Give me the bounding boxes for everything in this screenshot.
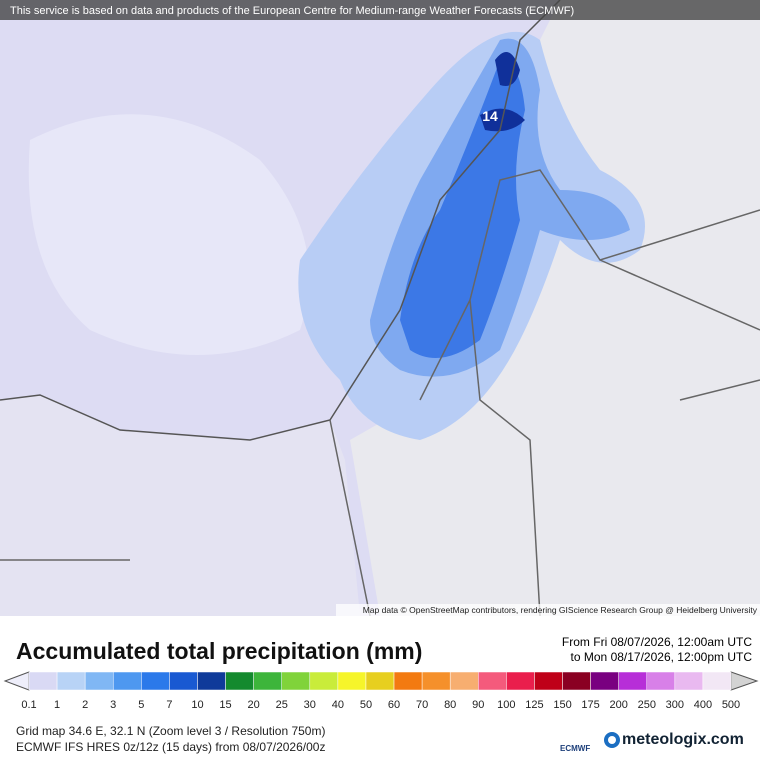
ecmwf-logo: ECMWF	[560, 744, 591, 753]
legend-label: 10	[191, 699, 203, 711]
legend-swatch	[365, 671, 395, 691]
legend-swatch	[646, 671, 676, 691]
legend-label: 15	[219, 699, 231, 711]
attribution-bg	[336, 604, 760, 616]
legend-swatch	[169, 671, 198, 691]
legend-swatch	[674, 671, 704, 691]
legend-swatch	[56, 671, 86, 691]
legend-label: 1	[54, 699, 60, 711]
legend-label: 3	[110, 699, 116, 711]
legend-label: 200	[610, 699, 628, 711]
legend-label: 30	[304, 699, 316, 711]
legend-label: 500	[722, 699, 740, 711]
legend-swatch	[112, 671, 142, 691]
legend-label: 150	[553, 699, 571, 711]
title: Accumulated total precipitation (mm)	[16, 638, 423, 664]
footer-model: ECMWF IFS HRES 0z/12z (15 days) from 08/…	[16, 740, 326, 754]
legend: 0.1 1 2 3 5 7 10 15 20 25 30 40 50 60 70 80 90 100 125 150 1…	[3, 671, 759, 711]
legend-label: 175	[581, 699, 599, 711]
period-to: to Mon 08/17/2026, 12:00pm UTC	[570, 650, 752, 664]
legend-label: 60	[388, 699, 400, 711]
legend-swatch	[309, 671, 339, 691]
borders	[0, 169, 760, 616]
legend-label: 5	[138, 699, 144, 711]
legend-swatch	[562, 671, 591, 691]
notice-bar	[0, 0, 760, 20]
legend-high-arrow	[730, 671, 759, 691]
coastline	[0, 0, 561, 441]
legend-label: 80	[444, 699, 456, 711]
legend-label: 400	[694, 699, 712, 711]
notice: This service is based on data and produc…	[10, 5, 574, 17]
legend-label: 50	[360, 699, 372, 711]
legend-swatch	[702, 671, 732, 691]
legend-label: 7	[166, 699, 172, 711]
precip-max	[480, 52, 525, 132]
brand: meteologix.com	[622, 731, 744, 748]
footer-grid: Grid map 34.6 E, 32.1 N (Zoom level 3 / …	[16, 724, 326, 738]
legend-swatch	[141, 671, 170, 691]
period-from: From Fri 08/07/2026, 12:00am UTC	[561, 635, 752, 649]
legend-label: 300	[666, 699, 684, 711]
legend-label: 20	[248, 699, 260, 711]
precip-heavy	[400, 60, 525, 358]
legend-swatch	[506, 671, 535, 691]
legend-label: 2	[82, 699, 88, 711]
max-label: 14	[482, 108, 498, 124]
legend-swatch	[197, 671, 226, 691]
legend-swatch	[393, 671, 423, 691]
dry-area	[28, 114, 309, 356]
legend-label: 0.1	[21, 699, 36, 711]
legend-swatch	[253, 671, 282, 691]
brand-icon	[604, 732, 620, 748]
legend-swatch	[534, 671, 563, 691]
legend-swatch	[337, 671, 367, 691]
legend-swatch	[28, 671, 58, 691]
legend-swatch	[281, 671, 311, 691]
land-east	[350, 0, 760, 616]
legend-low-arrow	[3, 671, 30, 691]
legend-swatch	[225, 671, 254, 691]
legend-swatch	[449, 671, 479, 691]
legend-label: 100	[497, 699, 515, 711]
attribution: Map data © OpenStreetMap contributors, r…	[363, 605, 758, 615]
legend-swatch	[618, 671, 648, 691]
legend-swatch	[478, 671, 507, 691]
map: This service is based on data and produc…	[0, 0, 760, 616]
legend-label: 125	[525, 699, 543, 711]
legend-label: 90	[472, 699, 484, 711]
legend-label: 70	[416, 699, 428, 711]
legend-label: 40	[332, 699, 344, 711]
legend-label: 25	[276, 699, 288, 711]
legend-swatch	[421, 671, 451, 691]
legend-swatch	[84, 671, 114, 691]
period: From Fri 08/07/2026, 12:00am UTC to Mon …	[562, 635, 752, 665]
legend-swatch	[590, 671, 619, 691]
legend-label: 250	[638, 699, 656, 711]
